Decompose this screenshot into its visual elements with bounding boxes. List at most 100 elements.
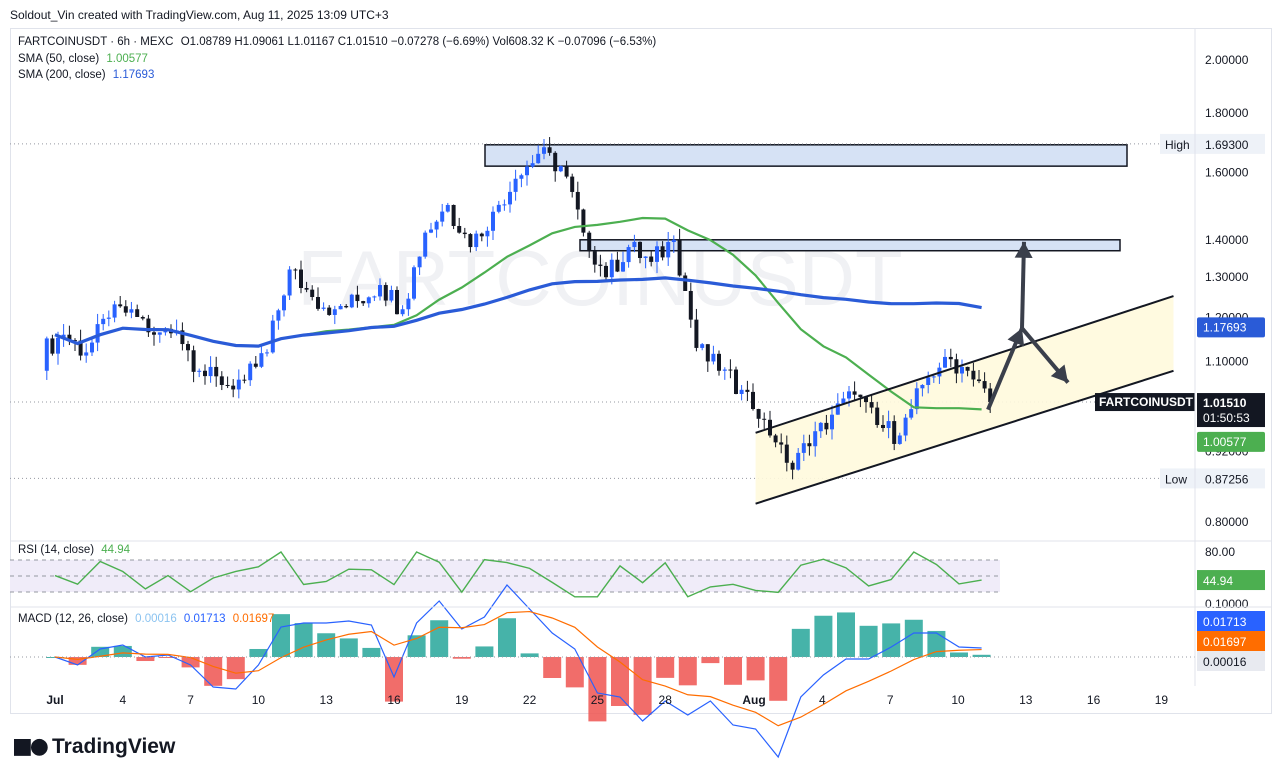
candle-body[interactable] <box>638 241 642 258</box>
candle-body[interactable] <box>982 381 987 389</box>
candle-body[interactable] <box>56 337 60 354</box>
candle-body[interactable] <box>112 304 117 318</box>
candle-body[interactable] <box>316 296 320 309</box>
candle-body[interactable] <box>293 269 298 271</box>
candle-body[interactable] <box>796 452 801 470</box>
candle-body[interactable] <box>626 247 631 263</box>
candle-body[interactable] <box>773 435 778 443</box>
candle-body[interactable] <box>304 288 309 290</box>
candle-body[interactable] <box>508 191 512 205</box>
candle-body[interactable] <box>479 233 484 237</box>
candle-body[interactable] <box>818 422 823 432</box>
candle-body[interactable] <box>67 334 72 341</box>
candle-body[interactable] <box>558 166 563 172</box>
candle-body[interactable] <box>660 246 665 258</box>
candle-body[interactable] <box>332 309 337 315</box>
legend-sma50[interactable]: SMA (50, close) 1.00577 <box>18 53 152 65</box>
candle-body[interactable] <box>688 290 693 320</box>
candle-body[interactable] <box>728 369 733 371</box>
candle-body[interactable] <box>123 306 128 313</box>
candle-body[interactable] <box>790 462 795 470</box>
candle-body[interactable] <box>406 298 411 310</box>
candle-body[interactable] <box>44 338 49 371</box>
candle-body[interactable] <box>327 307 332 315</box>
candle-body[interactable] <box>73 340 77 342</box>
candle-body[interactable] <box>683 275 688 291</box>
candle-body[interactable] <box>502 204 507 206</box>
candle-body[interactable] <box>575 191 580 210</box>
candle-body[interactable] <box>530 163 535 167</box>
candle-body[interactable] <box>914 388 919 410</box>
candle-body[interactable] <box>491 211 495 231</box>
candle-body[interactable] <box>965 366 970 371</box>
candle-body[interactable] <box>824 422 829 430</box>
candle-body[interactable] <box>61 334 66 338</box>
candle-body[interactable] <box>287 269 292 296</box>
candle-body[interactable] <box>909 409 914 418</box>
candle-body[interactable] <box>95 324 100 343</box>
candle-body[interactable] <box>276 310 281 321</box>
candle-body[interactable] <box>621 262 625 272</box>
candle-body[interactable] <box>971 370 976 380</box>
candle-body[interactable] <box>208 366 213 377</box>
candle-body[interactable] <box>830 414 834 430</box>
candle-body[interactable] <box>513 178 518 192</box>
channel-upper-line[interactable] <box>755 295 1174 434</box>
candle-body[interactable] <box>186 344 190 351</box>
candle-body[interactable] <box>745 389 750 392</box>
candle-body[interactable] <box>536 153 541 164</box>
candle-body[interactable] <box>542 147 546 154</box>
candle-body[interactable] <box>869 402 874 408</box>
candle-body[interactable] <box>485 230 490 237</box>
candle-body[interactable] <box>598 264 603 266</box>
candle-body[interactable] <box>468 234 473 248</box>
candle-body[interactable] <box>440 211 445 222</box>
candle-body[interactable] <box>434 221 439 230</box>
candle-body[interactable] <box>694 319 699 348</box>
candle-body[interactable] <box>852 391 857 395</box>
candle-body[interactable] <box>920 384 925 389</box>
candle-body[interactable] <box>259 353 264 367</box>
candle-body[interactable] <box>705 344 710 362</box>
candle-body[interactable] <box>858 394 863 398</box>
candle-body[interactable] <box>219 376 224 385</box>
candle-body[interactable] <box>383 285 388 301</box>
candle-body[interactable] <box>926 377 931 385</box>
candle-body[interactable] <box>881 424 885 429</box>
candle-body[interactable] <box>361 301 366 304</box>
candle-body[interactable] <box>570 176 575 192</box>
candle-body[interactable] <box>677 239 682 276</box>
candle-body[interactable] <box>841 398 846 404</box>
candle-body[interactable] <box>943 356 947 368</box>
macd-signal-line[interactable] <box>54 610 982 727</box>
candle-body[interactable] <box>604 265 608 278</box>
candle-body[interactable] <box>191 350 196 372</box>
candle-body[interactable] <box>378 285 382 297</box>
legend-sma200[interactable]: SMA (200, close) 1.17693 <box>18 69 158 81</box>
candle-body[interactable] <box>140 316 145 319</box>
candle-body[interactable] <box>146 318 151 333</box>
candle-body[interactable] <box>581 209 586 233</box>
candle-body[interactable] <box>587 232 592 252</box>
candle-body[interactable] <box>903 417 908 436</box>
candle-body[interactable] <box>90 342 94 353</box>
candle-body[interactable] <box>892 421 897 444</box>
candle-body[interactable] <box>118 304 123 307</box>
candle-body[interactable] <box>519 175 524 179</box>
candle-body[interactable] <box>948 356 953 360</box>
candle-body[interactable] <box>988 388 993 403</box>
candle-body[interactable] <box>739 389 744 394</box>
resistance-zone-upper[interactable] <box>484 144 1128 167</box>
candle-body[interactable] <box>225 384 230 386</box>
candle-body[interactable] <box>700 344 705 348</box>
candle-body[interactable] <box>344 305 349 308</box>
candle-body[interactable] <box>875 407 880 425</box>
candle-body[interactable] <box>400 309 405 315</box>
candle-body[interactable] <box>429 229 433 233</box>
candle-body[interactable] <box>547 147 552 153</box>
candle-body[interactable] <box>372 296 377 298</box>
candle-body[interactable] <box>779 442 784 445</box>
candle-body[interactable] <box>349 294 354 308</box>
candle-body[interactable] <box>417 256 422 268</box>
candle-body[interactable] <box>564 166 569 177</box>
